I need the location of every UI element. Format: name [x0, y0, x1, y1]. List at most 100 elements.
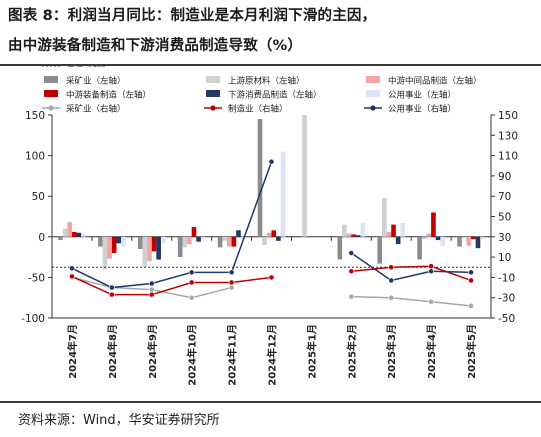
category-label: 2024年9月	[146, 324, 159, 379]
bar	[337, 236, 343, 260]
series-line	[351, 295, 472, 307]
legend-label: 制造业（右轴）	[228, 104, 288, 115]
data-point	[388, 277, 395, 284]
right-tick-label: 110	[498, 151, 518, 163]
category-label: 2025年1月	[305, 324, 318, 379]
data-point	[69, 265, 75, 272]
right-tick-label: 70	[498, 191, 511, 203]
legend-label: 下游消费品制造（左轴）	[228, 90, 322, 101]
bar	[266, 232, 272, 237]
category-label: 2024年12月	[266, 324, 279, 386]
data-point	[268, 274, 275, 281]
data-point	[468, 269, 474, 276]
right-tick-label: -50	[498, 313, 515, 325]
bar	[76, 232, 82, 237]
bar	[431, 212, 436, 237]
legend-swatch	[44, 76, 58, 83]
bar	[58, 236, 63, 241]
bar	[395, 236, 401, 245]
data-point	[108, 284, 115, 291]
data-point	[188, 269, 195, 276]
bar	[302, 115, 307, 237]
series-line	[71, 275, 272, 296]
bar	[142, 236, 148, 267]
source-divider	[0, 401, 541, 403]
category-label: 2025年4月	[425, 324, 438, 379]
bar	[102, 236, 108, 270]
legend-label: 采矿业（右轴）	[66, 104, 126, 115]
bar	[271, 230, 277, 237]
data-point	[188, 279, 195, 286]
category-label: 2024年10月	[186, 324, 199, 386]
category-label: 2025年2月	[345, 324, 358, 379]
legend-swatch	[206, 76, 220, 83]
data-point	[428, 263, 435, 270]
series-line	[351, 265, 472, 282]
bar	[382, 197, 387, 237]
data-point	[428, 298, 435, 305]
right-tick-label: 90	[498, 171, 511, 183]
bar	[151, 236, 157, 252]
category-label: 2024年7月	[66, 324, 79, 379]
data-point	[428, 268, 435, 275]
legend-label: 中游装备制造（左轴）	[66, 90, 151, 101]
bar	[196, 236, 201, 242]
bar	[177, 236, 183, 258]
bar	[461, 236, 467, 239]
right-tick-label: -10	[498, 272, 515, 284]
data-point	[348, 293, 355, 300]
source-note: 资料来源：Wind，华安证券研究所	[18, 413, 220, 428]
bar	[231, 236, 237, 247]
bar	[355, 235, 361, 237]
bar	[121, 236, 126, 247]
chart-area: 采矿业（左轴） 上游原材料（左轴） 中游中间品制造（左轴） 中游装备制造（左轴） 下游消…	[21, 66, 518, 386]
data-point	[228, 269, 235, 276]
bar	[276, 236, 281, 241]
bar	[98, 236, 103, 247]
legend-label: 公用事业（右轴）	[388, 104, 456, 115]
right-tick-label: 50	[498, 212, 511, 224]
left-tick-label: 100	[25, 151, 45, 163]
bar	[226, 236, 232, 247]
chart-title-line1: 图表 8：利润当月同比：制造业是本月利润下滑的主因，	[8, 8, 377, 24]
legend-swatch	[366, 76, 380, 83]
data-point	[228, 279, 235, 286]
bar	[440, 236, 445, 247]
legend-marker	[370, 105, 376, 111]
bar	[67, 222, 72, 237]
left-tick-label: -100	[21, 313, 45, 325]
data-point	[348, 250, 355, 256]
right-tick-label: -30	[498, 293, 515, 305]
category-label: 2024年8月	[106, 324, 119, 379]
series-line	[350, 252, 472, 282]
bar	[236, 230, 241, 237]
bar	[417, 236, 422, 260]
legend-swatch	[44, 90, 58, 97]
bar	[386, 231, 392, 237]
data-point	[148, 286, 155, 293]
bar	[351, 234, 356, 237]
data-point	[388, 264, 395, 271]
right-tick-label: 30	[498, 232, 511, 244]
series-line	[71, 161, 273, 289]
bar	[400, 222, 406, 237]
left-tick-label: 50	[32, 191, 45, 203]
category-label: 2025年3月	[385, 324, 398, 379]
right-tick-label: 10	[498, 252, 511, 264]
bar	[475, 236, 481, 249]
data-point	[228, 284, 235, 291]
data-point	[148, 280, 155, 287]
bar	[262, 236, 267, 245]
bar	[471, 236, 476, 240]
bar	[116, 236, 122, 244]
bar	[435, 236, 441, 241]
bar	[421, 236, 427, 240]
bar	[137, 236, 143, 249]
data-point	[468, 302, 474, 309]
bar	[391, 224, 396, 237]
legend-swatch	[366, 90, 380, 97]
legend-label: 公用事业（左轴）	[388, 90, 456, 101]
bar	[346, 233, 352, 237]
bar	[160, 236, 166, 244]
plot-body	[52, 115, 491, 309]
